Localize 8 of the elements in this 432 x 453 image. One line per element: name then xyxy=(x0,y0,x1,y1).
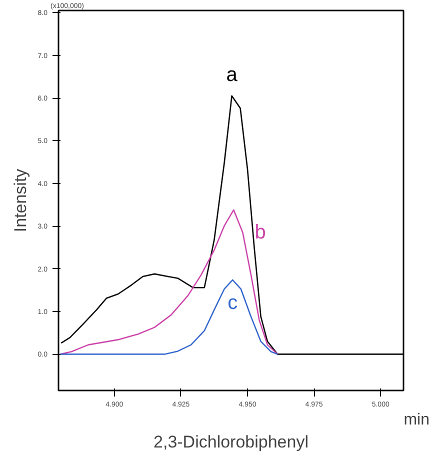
x-axis-title: min xyxy=(404,412,430,428)
line-series xyxy=(59,279,278,355)
series-label: a xyxy=(226,64,238,86)
series-label: b xyxy=(254,222,266,244)
line-series xyxy=(59,209,278,355)
series-label: c xyxy=(228,292,238,314)
y-axis-title: Intensity xyxy=(10,168,30,232)
text: 2,3-Dichlorobiphenyl xyxy=(154,432,308,452)
